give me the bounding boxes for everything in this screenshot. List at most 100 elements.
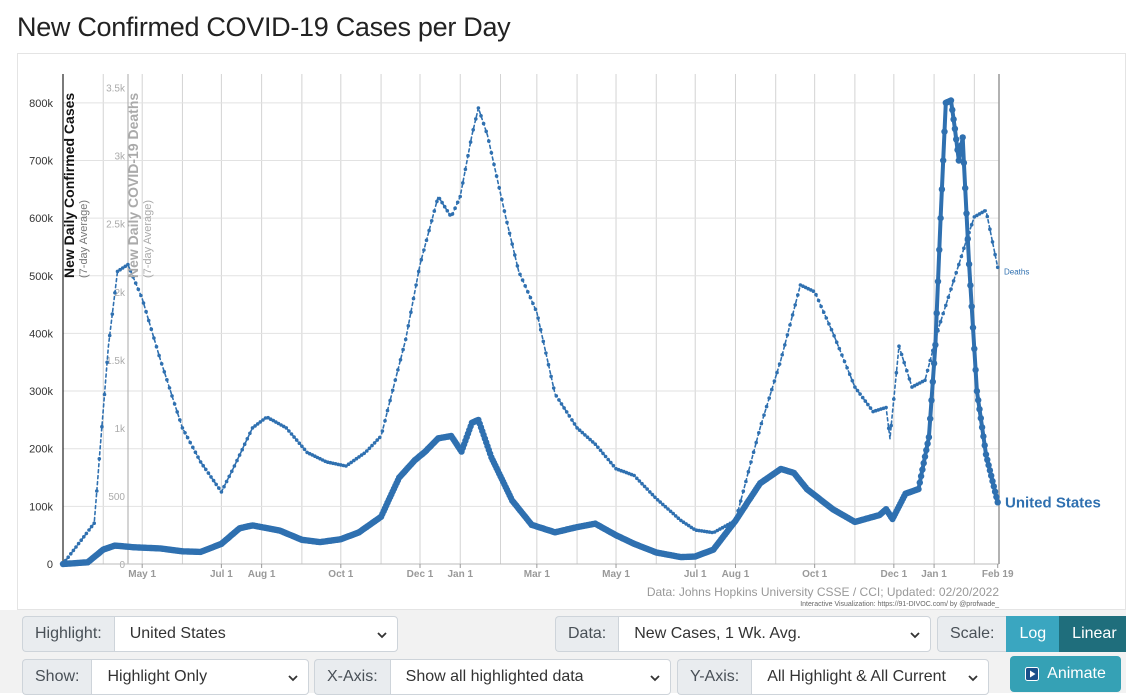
deaths-data-point <box>853 385 857 389</box>
deaths-data-point <box>585 435 590 440</box>
cases-data-point <box>986 467 994 474</box>
scale-linear-button[interactable]: Linear <box>1059 616 1126 652</box>
deaths-data-point <box>110 312 115 316</box>
deaths-data-point <box>645 487 649 491</box>
deaths-data-point <box>193 450 198 455</box>
deaths-data-point <box>650 492 655 497</box>
cases-data-point <box>981 442 988 449</box>
deaths-data-point <box>271 418 276 423</box>
deaths-data-point <box>61 562 65 566</box>
deaths-data-point <box>113 291 117 295</box>
chevron-down-icon <box>650 675 660 682</box>
deaths-data-point <box>136 287 141 292</box>
deaths-data-point <box>500 197 504 202</box>
y2-tick-label: 1.5k <box>106 356 126 367</box>
deaths-data-point <box>481 121 486 126</box>
deaths-data-point <box>204 467 208 472</box>
deaths-data-point <box>938 319 943 324</box>
deaths-data-point <box>528 295 533 300</box>
deaths-data-point <box>684 522 688 526</box>
deaths-data-point <box>66 555 70 559</box>
deaths-data-point <box>635 476 639 481</box>
deaths-data-point <box>995 265 1000 270</box>
y2-tick-label: 2k <box>114 288 126 299</box>
cases-data-point <box>989 477 996 485</box>
deaths-data-point <box>463 167 468 172</box>
deaths-data-point <box>237 453 242 457</box>
deaths-data-point <box>834 340 839 345</box>
deaths-data-point <box>240 447 244 452</box>
deaths-data-point <box>235 458 239 463</box>
deaths-data-point <box>175 410 179 414</box>
deaths-data-point <box>152 336 156 340</box>
deaths-data-point <box>746 469 751 474</box>
show-select[interactable]: Highlight Only <box>91 659 309 695</box>
cases-data-point <box>953 136 960 143</box>
deaths-data-point <box>105 360 109 365</box>
animate-button[interactable]: Animate <box>1010 656 1121 692</box>
deaths-data-point <box>811 289 816 293</box>
deaths-data-point <box>476 106 481 110</box>
cases-data-point <box>933 310 940 317</box>
cases-data-point <box>956 149 964 156</box>
deaths-data-point <box>375 438 380 442</box>
cases-series-line <box>61 98 1000 566</box>
cases-data-point <box>921 453 929 460</box>
deaths-data-point <box>993 252 997 257</box>
cases-data-point <box>976 406 983 413</box>
deaths-data-point <box>242 442 247 447</box>
data-select[interactable]: New Cases, 1 Wk. Avg. <box>618 616 931 652</box>
deaths-data-point <box>536 316 540 320</box>
deaths-data-point <box>471 128 476 132</box>
y-tick-label: 200k <box>29 444 53 456</box>
deaths-data-point <box>954 270 958 275</box>
deaths-data-point <box>284 426 289 430</box>
deaths-data-point <box>294 438 299 442</box>
deaths-data-point <box>79 538 83 542</box>
deaths-data-point <box>403 337 408 342</box>
deaths-data-point <box>632 473 636 478</box>
deaths-data-point <box>170 394 174 398</box>
scale-log-button[interactable]: Log <box>1006 616 1060 652</box>
deaths-data-point <box>661 502 665 507</box>
deaths-data-point <box>266 415 270 420</box>
deaths-data-point <box>230 469 234 474</box>
deaths-data-point <box>401 347 405 352</box>
cases-data-point <box>975 396 982 404</box>
cases-data-point <box>928 397 935 404</box>
deaths-data-point <box>165 378 169 382</box>
animate-label: Animate <box>1047 665 1106 682</box>
cases-data-point <box>977 415 984 422</box>
cases-data-point <box>917 472 925 480</box>
deaths-data-point <box>126 262 130 267</box>
deaths-data-point <box>757 431 761 435</box>
cases-data-point <box>950 116 957 123</box>
deaths-data-point <box>969 222 974 227</box>
y-axis-select[interactable]: All Highlight & All Current <box>751 659 989 695</box>
y-axis-label: Y-Axis: <box>677 659 752 695</box>
deaths-data-point <box>967 230 971 235</box>
scale-label: Scale: <box>937 616 1007 652</box>
deaths-data-point <box>863 399 868 403</box>
deaths-data-point <box>523 284 527 288</box>
cases-data-point <box>960 159 968 166</box>
y-tick-label: 600k <box>29 213 53 225</box>
x-axis-select[interactable]: Show all highlighted data <box>389 659 671 695</box>
deaths-data-point <box>988 227 992 231</box>
deaths-data-point <box>725 523 730 527</box>
deaths-data-point <box>549 374 553 379</box>
deaths-data-point <box>964 238 969 243</box>
deaths-data-point <box>146 318 151 323</box>
highlight-select[interactable]: United States <box>113 616 398 652</box>
deaths-data-point <box>949 287 953 291</box>
deaths-data-point <box>957 262 961 267</box>
deaths-data-point <box>276 421 281 426</box>
deaths-data-point <box>975 213 979 218</box>
deaths-data-point <box>829 327 834 332</box>
deaths-data-point <box>416 269 421 274</box>
deaths-data-point <box>554 394 559 398</box>
deaths-data-point <box>653 495 657 500</box>
y-tick-label: 800k <box>29 98 53 110</box>
deaths-data-point <box>588 437 592 442</box>
y2-axis-title: New Daily COVID-19 Deaths <box>125 93 141 278</box>
